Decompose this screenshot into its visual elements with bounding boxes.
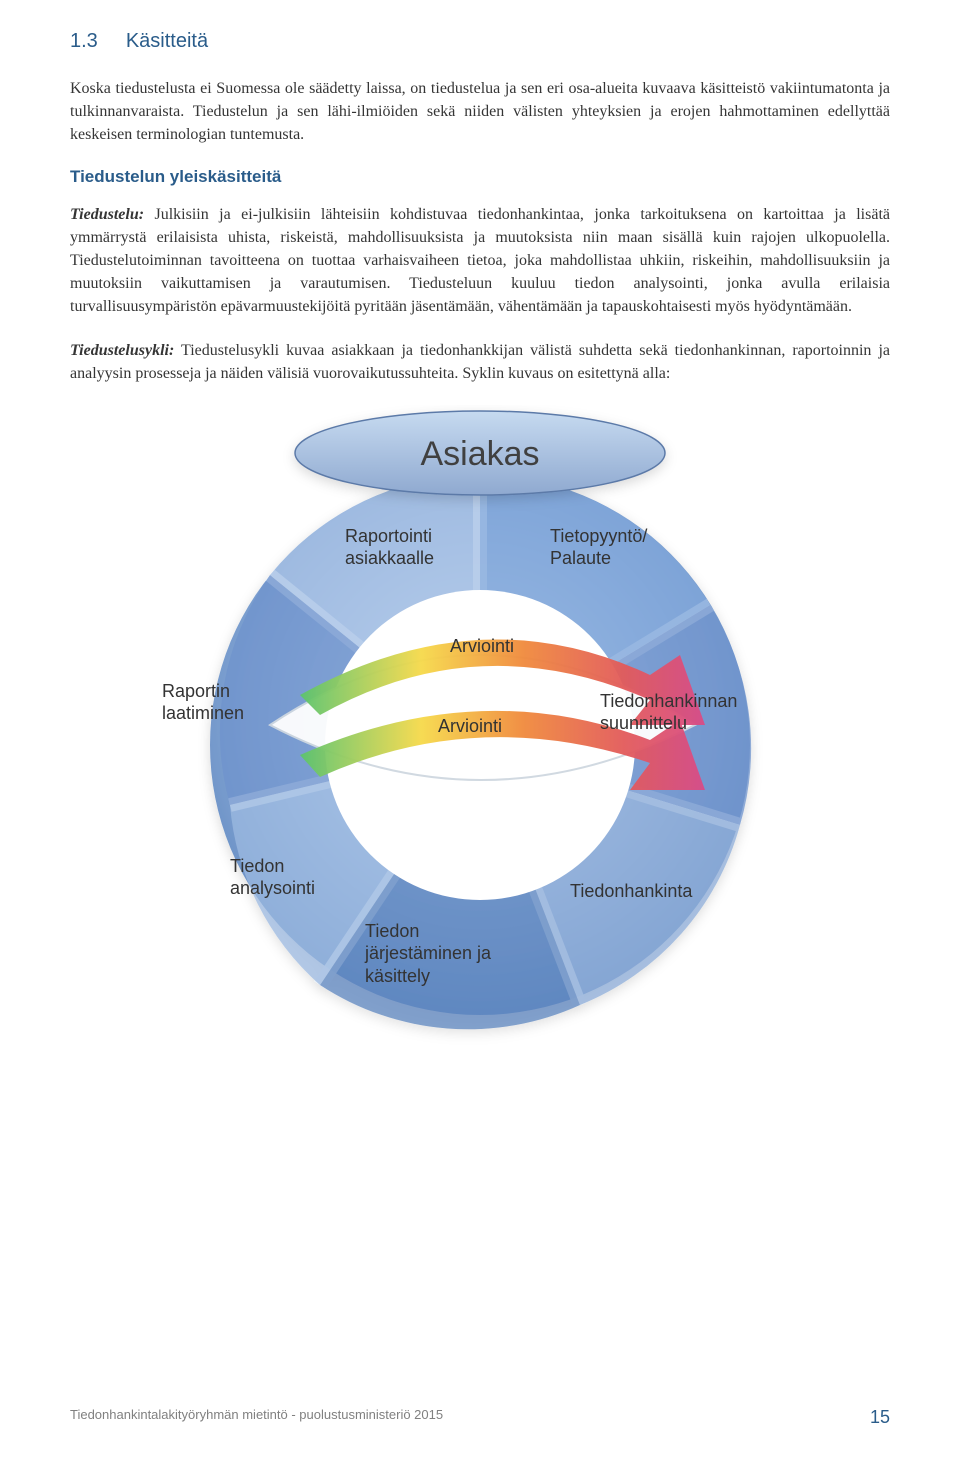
label-raportointi-l2: asiakkaalle <box>345 548 434 568</box>
subheading: Tiedustelun yleiskäsitteitä <box>70 167 890 187</box>
section-number: 1.3 <box>70 30 98 53</box>
term-tiedustelusykli-text: Tiedustelusykli kuvaa asiakkaan ja tiedo… <box>70 342 890 382</box>
intro-paragraph: Koska tiedustelusta ei Suomessa ole sääd… <box>70 77 890 147</box>
footer-text: Tiedonhankintalakityöryhmän mietintö - p… <box>70 1407 443 1428</box>
label-tietopyynto: Tietopyyntö/ Palaute <box>550 525 647 570</box>
label-ths-l1: Tiedonhankinnan <box>600 691 737 711</box>
label-tj-l1: Tiedon <box>365 921 419 941</box>
label-tiedon-jarjestaminen: Tiedon järjestäminen ja käsittely <box>365 920 491 988</box>
definition-tiedustelu: Tiedustelu: Julkisiin ja ei-julkisiin lä… <box>70 203 890 319</box>
label-tiedon-analysointi: Tiedon analysointi <box>230 855 315 900</box>
page-footer: Tiedonhankintalakityöryhmän mietintö - p… <box>70 1407 890 1428</box>
term-tiedustelu: Tiedustelu: <box>70 206 144 223</box>
label-tiedonhankinta: Tiedonhankinta <box>570 880 692 903</box>
label-raportin-l1: Raportin <box>162 681 230 701</box>
term-tiedustelusykli: Tiedustelusykli: <box>70 342 174 359</box>
label-ta-l1: Tiedon <box>230 856 284 876</box>
label-tietopyynto-l1: Tietopyyntö/ <box>550 526 647 546</box>
label-tietopyynto-l2: Palaute <box>550 548 611 568</box>
label-raportin: Raportin laatiminen <box>162 680 244 725</box>
label-raportin-l2: laatiminen <box>162 703 244 723</box>
label-tj-l2: järjestäminen ja <box>365 943 491 963</box>
label-tj-l3: käsittely <box>365 966 430 986</box>
section-heading: 1.3 Käsitteitä <box>70 30 890 53</box>
label-asiakas: Asiakas <box>420 433 539 476</box>
diagram-container: Asiakas Raportointi asiakkaalle Tietopyy… <box>70 405 890 1045</box>
label-arviointi-1: Arviointi <box>450 635 514 658</box>
definition-tiedustelusykli: Tiedustelusykli: Tiedustelusykli kuvaa a… <box>70 339 890 385</box>
page-number: 15 <box>870 1407 890 1428</box>
label-ths-l2: suunnittelu <box>600 713 687 733</box>
label-raportointi: Raportointi asiakkaalle <box>345 525 434 570</box>
section-title: Käsitteitä <box>126 30 208 52</box>
label-tiedonhankinnan-suunnittelu: Tiedonhankinnan suunnittelu <box>600 690 737 735</box>
label-raportointi-l1: Raportointi <box>345 526 432 546</box>
label-arviointi-2: Arviointi <box>438 715 502 738</box>
tiedustelusykli-diagram: Asiakas Raportointi asiakkaalle Tietopyy… <box>150 405 810 1045</box>
term-tiedustelu-text: Julkisiin ja ei-julkisiin lähteisiin koh… <box>70 206 890 316</box>
label-ta-l2: analysointi <box>230 878 315 898</box>
